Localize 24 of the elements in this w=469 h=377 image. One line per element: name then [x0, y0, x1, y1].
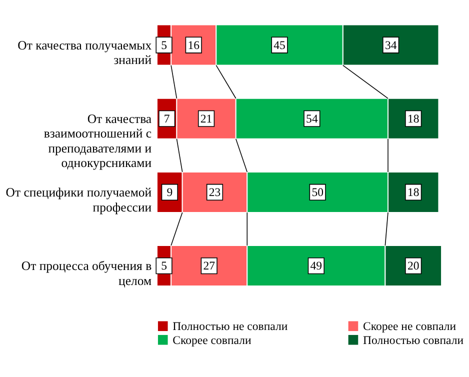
legend-label: Скорее совпали — [172, 334, 252, 347]
y-tick-label: От качества взаимоотношений с преподавателями и однокурсниками — [44, 112, 152, 170]
data-label: 16 — [188, 38, 200, 52]
data-label: 18 — [407, 186, 420, 200]
data-label: 7 — [164, 112, 170, 126]
y-tick-label: От процесса обучения в целом — [21, 259, 152, 288]
data-label: 34 — [384, 38, 397, 52]
data-label: 54 — [306, 112, 318, 126]
data-label: 50 — [312, 186, 324, 200]
legend-label: Полностью совпали — [363, 334, 464, 347]
data-label: 5 — [161, 260, 168, 273]
data-label: 20 — [407, 260, 420, 273]
data-label: 45 — [274, 38, 286, 52]
legend-label: Скорее не совпали — [363, 320, 457, 334]
legend-label: Полностью не совпали — [172, 320, 288, 334]
data-label: 23 — [208, 186, 221, 200]
data-label: 27 — [203, 260, 216, 273]
y-tick-label: От качества получаемых знаний — [18, 38, 152, 68]
data-label: 49 — [310, 260, 322, 273]
data-label: 21 — [200, 112, 212, 126]
data-label: 9 — [166, 186, 173, 200]
y-tick-label: От специфики получаемой профессии — [6, 186, 152, 214]
data-label: 5 — [161, 38, 168, 52]
data-label: 18 — [407, 112, 420, 126]
